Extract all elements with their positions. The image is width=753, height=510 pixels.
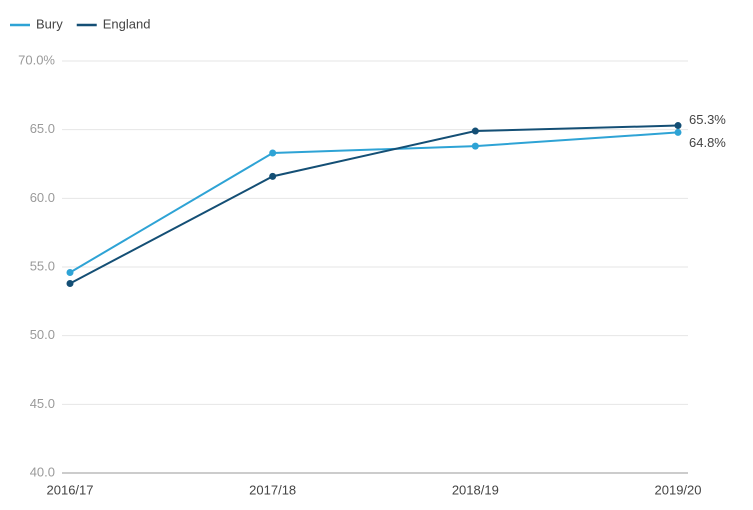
data-point xyxy=(674,122,682,130)
y-tick-label: 60.0 xyxy=(30,190,55,205)
x-tick-label: 2016/17 xyxy=(47,482,94,497)
legend-label: England xyxy=(103,16,151,31)
legend-label: Bury xyxy=(36,16,63,31)
data-point xyxy=(471,142,479,150)
data-point xyxy=(66,279,74,287)
y-tick-label: 65.0 xyxy=(30,121,55,136)
data-label: 65.3% xyxy=(689,112,726,127)
data-point xyxy=(66,268,74,276)
series-line xyxy=(69,131,679,274)
data-point xyxy=(269,172,277,180)
x-tick-label: 2018/19 xyxy=(452,482,499,497)
y-tick-label: 55.0 xyxy=(30,258,55,273)
y-tick-label: 40.0 xyxy=(30,464,55,479)
x-tick-label: 2019/20 xyxy=(655,482,702,497)
data-point xyxy=(471,127,479,135)
y-tick-label: 70.0% xyxy=(18,52,55,67)
data-label: 64.8% xyxy=(689,135,726,150)
y-tick-label: 45.0 xyxy=(30,396,55,411)
x-tick-label: 2017/18 xyxy=(249,482,296,497)
data-point xyxy=(269,149,277,157)
series-line xyxy=(69,124,679,285)
y-tick-label: 50.0 xyxy=(30,327,55,342)
data-point xyxy=(674,128,682,136)
